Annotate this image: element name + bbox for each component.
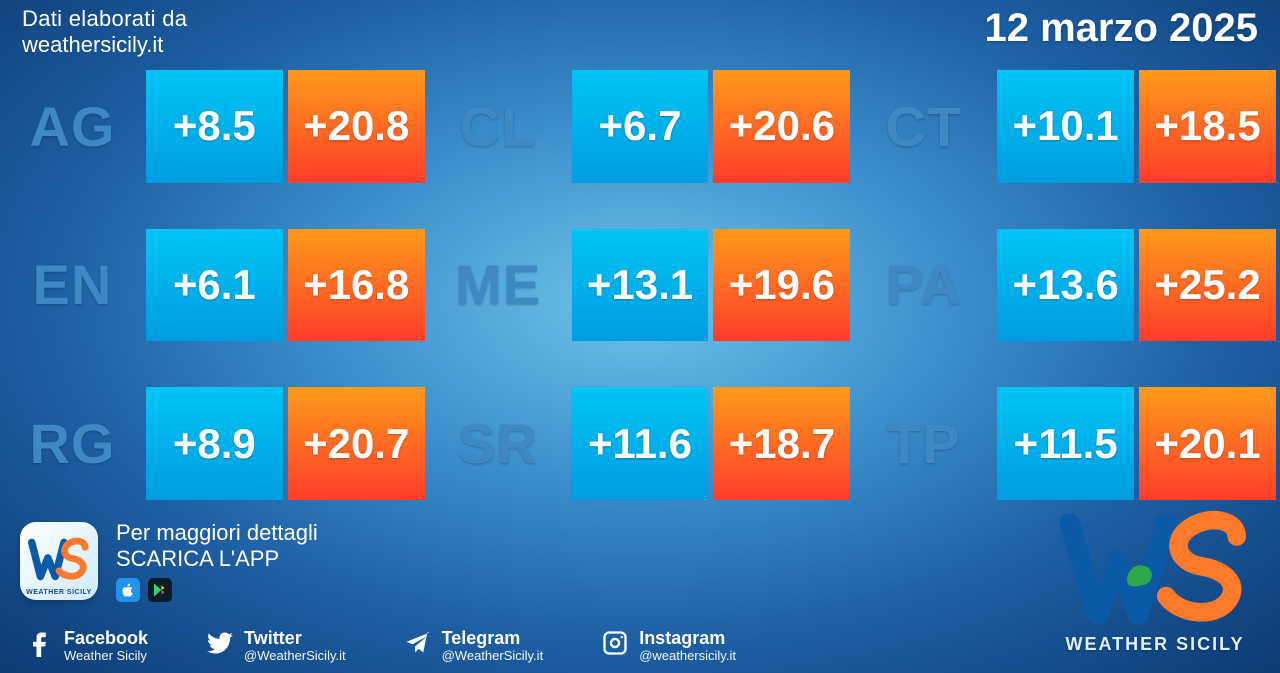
province-code: AG (4, 70, 141, 183)
province-max-temp: +25.2 (1139, 229, 1276, 342)
social-text: Telegram@WeatherSicily.it (442, 629, 544, 663)
brand-logo-label: WEATHER SICILY (1060, 634, 1250, 655)
province-max-temp: +20.7 (288, 387, 425, 500)
social-handle: @WeatherSicily.it (442, 649, 544, 663)
app-promo-text: Per maggiori dettagli SCARICA L'APP (116, 520, 318, 602)
social-text: Instagram@weathersicily.it (639, 629, 736, 663)
province-max-temp: +19.6 (713, 229, 850, 342)
social-twitter: Twitter@WeatherSicily.it (206, 629, 346, 663)
social-links: FacebookWeather SicilyTwitter@WeatherSic… (0, 629, 736, 663)
province-max-temp: +20.6 (713, 70, 850, 183)
social-handle: @WeatherSicily.it (244, 649, 346, 663)
province-min-temp: +8.5 (146, 70, 283, 183)
date-heading: 12 marzo 2025 (984, 6, 1258, 51)
province-code: SR (430, 387, 567, 500)
province-min-temp: +10.1 (997, 70, 1134, 183)
attribution-line2: weathersicily.it (22, 32, 187, 58)
appstore-badge-icon (116, 578, 140, 602)
social-name: Facebook (64, 629, 148, 649)
province-max-temp: +18.5 (1139, 70, 1276, 183)
ws-logo-large-icon (1060, 505, 1250, 635)
province-max-temp: +20.1 (1139, 387, 1276, 500)
ws-logo-small-icon (28, 530, 90, 592)
province-code: CL (430, 70, 567, 183)
app-promo-line1: Per maggiori dettagli (116, 520, 318, 546)
province-min-temp: +13.1 (572, 229, 709, 342)
province-max-temp: +20.8 (288, 70, 425, 183)
province-min-temp: +11.5 (997, 387, 1134, 500)
province-max-temp: +16.8 (288, 229, 425, 342)
province-max-temp: +18.7 (713, 387, 850, 500)
app-promo: WEATHER SICILY Per maggiori dettagli SCA… (20, 520, 318, 602)
social-handle: @weathersicily.it (639, 649, 736, 663)
playstore-badge-icon (148, 578, 172, 602)
province-code: ME (430, 229, 567, 342)
province-min-temp: +6.1 (146, 229, 283, 342)
province-code: EN (4, 229, 141, 342)
temperature-grid: AG+8.5+20.8CL+6.7+20.6CT+10.1+18.5 EN+6.1… (4, 70, 1276, 500)
social-instagram: Instagram@weathersicily.it (601, 629, 736, 663)
telegram-icon (404, 629, 432, 662)
store-badges (116, 578, 318, 602)
social-facebook: FacebookWeather Sicily (26, 629, 148, 663)
province-min-temp: +13.6 (997, 229, 1134, 342)
province-code: TP (855, 387, 992, 500)
app-icon-label: WEATHER SICILY (26, 589, 92, 596)
social-handle: Weather Sicily (64, 649, 148, 663)
province-min-temp: +6.7 (572, 70, 709, 183)
social-name: Telegram (442, 629, 544, 649)
province-code: RG (4, 387, 141, 500)
social-telegram: Telegram@WeatherSicily.it (404, 629, 544, 663)
social-name: Instagram (639, 629, 736, 649)
app-icon: WEATHER SICILY (20, 522, 98, 600)
province-min-temp: +11.6 (572, 387, 709, 500)
province-code: PA (855, 229, 992, 342)
attribution-line1: Dati elaborati da (22, 6, 187, 32)
province-min-temp: +8.9 (146, 387, 283, 500)
social-name: Twitter (244, 629, 346, 649)
app-promo-line2: SCARICA L'APP (116, 546, 318, 572)
brand-logo: WEATHER SICILY (1060, 505, 1250, 655)
province-code: CT (855, 70, 992, 183)
instagram-icon (601, 629, 629, 662)
facebook-icon (26, 629, 54, 662)
attribution-block: Dati elaborati da weathersicily.it (22, 6, 187, 59)
social-text: Twitter@WeatherSicily.it (244, 629, 346, 663)
social-text: FacebookWeather Sicily (64, 629, 148, 663)
twitter-icon (206, 629, 234, 662)
